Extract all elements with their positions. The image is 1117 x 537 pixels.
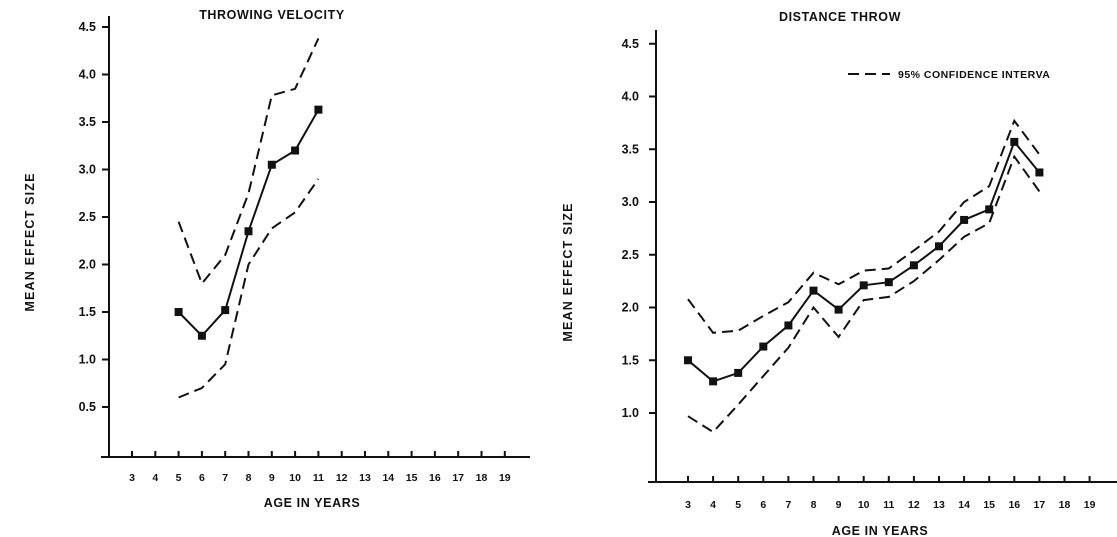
y-tick-label: 0.5 [79, 400, 96, 414]
x-tick-label: 10 [858, 499, 870, 511]
chart-throwing-velocity: THROWING VELOCITY MEAN EFFECT SIZE AGE I… [23, 8, 530, 510]
data-point-marker [221, 306, 230, 315]
x-tick-label: 13 [359, 472, 371, 484]
y-tick-label: 2.0 [622, 301, 639, 315]
data-point-marker [734, 368, 743, 377]
data-point-marker [859, 281, 868, 290]
data-point-marker [684, 356, 692, 365]
x-tick-label: 19 [499, 472, 511, 484]
series-mean-line [177, 109, 320, 338]
x-tick-label: 3 [685, 499, 691, 511]
x-tick-label: 10 [289, 472, 301, 484]
x-tick-label: 13 [933, 499, 945, 511]
x-tick-label: 11 [313, 472, 324, 484]
x-tick-label: 4 [152, 472, 158, 484]
series-upper-line [687, 118, 1041, 334]
series-lower-line [687, 154, 1041, 434]
data-point-marker [174, 308, 183, 316]
x-tick-label: 14 [382, 472, 394, 484]
x-tick-label: 17 [452, 472, 464, 484]
y-tick-label: 1.0 [622, 406, 639, 420]
data-point-marker [834, 305, 843, 314]
data-point-marker [197, 331, 206, 340]
legend-label: 95% CONFIDENCE INTERVA [898, 69, 1050, 81]
y-tick-label: 2.0 [79, 258, 96, 272]
y-tick-label: 1.5 [79, 305, 96, 319]
x-axis-label: AGE IN YEARS [264, 496, 361, 510]
x-tick-group: 3 4 5 6 7 8 9 10 11 12 13 14 15 16 17 18 19 [685, 476, 1096, 511]
data-point-marker [985, 205, 994, 214]
data-point-marker [1010, 137, 1019, 146]
data-point-marker [784, 321, 793, 330]
x-tick-label: 12 [336, 472, 348, 484]
y-tick-label: 1.0 [79, 353, 96, 367]
x-tick-label: 8 [246, 472, 252, 484]
x-tick-label: 17 [1034, 499, 1046, 511]
y-tick-label: 4.0 [79, 68, 96, 82]
x-tick-label: 5 [176, 472, 182, 484]
x-tick-label: 6 [199, 472, 205, 484]
y-tick-label: 3.5 [622, 142, 639, 156]
x-tick-label: 3 [129, 472, 135, 484]
x-tick-label: 15 [406, 472, 418, 484]
y-tick-label: 2.5 [622, 248, 639, 262]
x-tick-label: 14 [958, 499, 970, 511]
data-point-marker [909, 261, 918, 270]
x-tick-label: 12 [908, 499, 920, 511]
x-tick-label: 11 [883, 499, 894, 511]
y-tick-label: 4.0 [622, 90, 639, 104]
data-point-marker [809, 286, 818, 295]
data-point-marker [709, 377, 718, 386]
x-axis-label: AGE IN YEARS [832, 524, 929, 537]
data-point-marker [960, 215, 969, 224]
series-lower-line [178, 178, 320, 399]
series-group [684, 118, 1044, 434]
y-tick-label: 3.0 [79, 163, 96, 177]
y-tick-label: 3.0 [622, 195, 639, 209]
data-point-marker [244, 227, 253, 236]
chart-title: THROWING VELOCITY [199, 8, 345, 22]
x-tick-label: 9 [836, 499, 842, 511]
x-tick-group: 3 4 5 6 7 8 9 10 11 12 13 14 15 16 17 18 19 [129, 451, 511, 484]
y-tick-group: 1.0 1.5 2.0 2.5 3.0 3.5 4.0 4.5 [622, 37, 656, 420]
x-tick-label: 19 [1084, 499, 1096, 511]
series-mean-line [687, 139, 1041, 383]
x-tick-label: 4 [710, 499, 716, 511]
y-tick-label: 3.5 [79, 115, 96, 129]
y-tick-label: 4.5 [79, 20, 96, 34]
y-tick-group: 0.5 1.0 1.5 2.0 2.5 3.0 3.5 4.0 4.5 [79, 20, 109, 414]
x-tick-label: 5 [735, 499, 741, 511]
data-point-marker [759, 342, 768, 351]
x-tick-label: 15 [983, 499, 995, 511]
y-tick-label: 1.5 [622, 353, 639, 367]
x-tick-label: 7 [785, 499, 791, 511]
y-tick-label: 2.5 [79, 210, 96, 224]
data-point-marker [314, 105, 323, 114]
data-point-marker [267, 160, 276, 169]
y-tick-label: 4.5 [622, 37, 639, 51]
x-tick-label: 9 [269, 472, 275, 484]
x-tick-label: 18 [1059, 499, 1071, 511]
y-axis-label: MEAN EFFECT SIZE [23, 172, 37, 311]
y-axis-label: MEAN EFFECT SIZE [561, 202, 575, 341]
x-tick-label: 6 [760, 499, 766, 511]
x-tick-label: 16 [1008, 499, 1020, 511]
data-point-marker [291, 146, 300, 155]
series-upper-line [177, 37, 320, 286]
chart-title: DISTANCE THROW [779, 10, 901, 24]
x-tick-label: 18 [476, 472, 488, 484]
x-tick-label: 7 [222, 472, 228, 484]
chart-distance-throw: DISTANCE THROW MEAN EFFECT SIZE AGE IN Y… [561, 10, 1117, 537]
series-group [174, 37, 323, 399]
x-tick-label: 16 [429, 472, 441, 484]
legend: 95% CONFIDENCE INTERVA [848, 69, 1050, 81]
data-point-marker [935, 242, 943, 251]
x-tick-label: 8 [811, 499, 817, 511]
data-point-marker [884, 278, 893, 287]
data-point-marker [1035, 168, 1044, 177]
